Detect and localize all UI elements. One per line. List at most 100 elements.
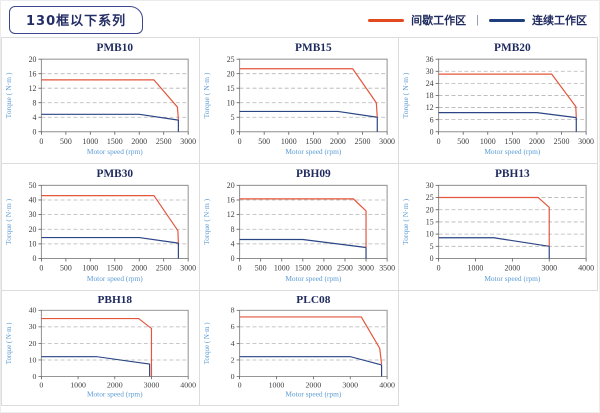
svg-text:0: 0 [33, 127, 37, 136]
svg-text:10: 10 [227, 98, 235, 107]
intermittent-legend-label: 间歇工作区 [411, 14, 467, 27]
svg-text:PMB20: PMB20 [494, 42, 531, 54]
svg-text:15: 15 [227, 84, 235, 93]
svg-text:8: 8 [231, 306, 235, 315]
svg-text:10: 10 [29, 356, 37, 365]
svg-text:Motor speed (rpm): Motor speed (rpm) [87, 147, 143, 156]
svg-text:20: 20 [227, 69, 235, 78]
svg-text:3500: 3500 [379, 264, 395, 273]
chart-grid: PMB10 0 4 8 12 16 20 0 500 1000 1500 2000 2500 3000 Mo… [1, 37, 599, 406]
page-title: 130框以下系列 [26, 14, 127, 29]
svg-text:1000: 1000 [281, 137, 297, 146]
svg-text:2: 2 [231, 356, 235, 365]
svg-text:3000: 3000 [358, 264, 374, 273]
svg-text:Torque ( N·m ): Torque ( N·m ) [202, 198, 211, 245]
header: 130框以下系列 间歇工作区 | 连续工作区 [1, 1, 599, 37]
svg-text:1500: 1500 [305, 137, 321, 146]
svg-text:Motor speed (rpm): Motor speed (rpm) [484, 147, 541, 156]
svg-text:5: 5 [231, 113, 235, 122]
svg-text:500: 500 [457, 137, 469, 146]
svg-text:Motor speed (rpm): Motor speed (rpm) [87, 274, 143, 283]
svg-text:3000: 3000 [578, 137, 594, 146]
chart-pmb15: PMB15 0 5 10 15 20 25 0 500 1000 1500 2000 2500 3000 M… [202, 42, 395, 156]
svg-text:0: 0 [430, 127, 434, 136]
intermittent-line-swatch [368, 18, 405, 22]
svg-text:1000: 1000 [480, 137, 496, 146]
svg-text:PMB10: PMB10 [97, 42, 134, 54]
chart-cell-pmb20: PMB20 0 6 12 18 24 30 36 0 500 1000 1500 2000 2500 300… [399, 37, 598, 164]
svg-text:20: 20 [426, 205, 434, 214]
svg-text:PBH09: PBH09 [296, 168, 331, 180]
chart-pmb20: PMB20 0 6 12 18 24 30 36 0 500 1000 1500 2000 2500 300… [401, 42, 594, 156]
svg-text:2000: 2000 [305, 381, 321, 390]
svg-text:30: 30 [29, 322, 37, 331]
chart-cell-pbh13: PBH13 0 5 10 15 20 25 30 0 1000 2000 3000 4000 Motor … [399, 164, 598, 291]
svg-text:20: 20 [29, 225, 37, 234]
svg-text:36: 36 [426, 55, 434, 64]
svg-text:5: 5 [430, 242, 434, 251]
chart-cell-pmb10: PMB10 0 4 8 12 16 20 0 500 1000 1500 2000 2500 3000 Mo… [1, 37, 200, 164]
svg-text:1500: 1500 [504, 137, 520, 146]
continuous-line-swatch [489, 18, 525, 22]
svg-text:0: 0 [437, 137, 441, 146]
chart-plc08: PLC08 0 2 4 6 8 0 1000 2000 3000 4000 Motor speed (… [203, 294, 396, 398]
svg-text:2000: 2000 [504, 264, 520, 273]
svg-text:2000: 2000 [529, 137, 545, 146]
svg-text:500: 500 [60, 264, 72, 273]
svg-text:Torque ( N·m ): Torque ( N·m ) [203, 322, 211, 364]
svg-text:PMB15: PMB15 [295, 42, 332, 54]
svg-text:4000: 4000 [379, 381, 395, 390]
svg-text:1500: 1500 [107, 137, 123, 146]
svg-text:25: 25 [426, 193, 434, 202]
svg-text:0: 0 [39, 381, 43, 390]
svg-text:16: 16 [29, 69, 37, 78]
svg-text:Motor speed (rpm): Motor speed (rpm) [285, 274, 342, 283]
svg-text:Motor speed (rpm): Motor speed (rpm) [484, 274, 541, 283]
svg-text:25: 25 [227, 55, 235, 64]
svg-text:4000: 4000 [578, 264, 594, 273]
svg-text:10: 10 [29, 239, 37, 248]
svg-text:40: 40 [29, 196, 37, 205]
svg-text:0: 0 [39, 137, 43, 146]
svg-text:6: 6 [231, 323, 235, 332]
svg-text:1000: 1000 [274, 264, 290, 273]
series-title-badge: 130框以下系列 [9, 6, 144, 34]
empty-cell [399, 291, 598, 406]
svg-text:0: 0 [231, 127, 235, 136]
svg-text:2500: 2500 [337, 264, 353, 273]
svg-text:0: 0 [33, 372, 37, 381]
svg-text:4: 4 [231, 239, 235, 248]
svg-text:10: 10 [426, 230, 434, 239]
svg-text:PBH18: PBH18 [98, 294, 133, 306]
svg-text:4: 4 [231, 339, 235, 348]
svg-text:Torque ( N·m ): Torque ( N·m ) [401, 72, 410, 118]
svg-text:2500: 2500 [355, 137, 371, 146]
svg-text:30: 30 [426, 67, 434, 76]
svg-text:2000: 2000 [330, 137, 346, 146]
svg-text:2000: 2000 [316, 264, 332, 273]
svg-text:3000: 3000 [180, 137, 196, 146]
svg-text:4: 4 [33, 113, 37, 122]
svg-text:1500: 1500 [107, 264, 123, 273]
svg-text:1000: 1000 [70, 381, 86, 390]
svg-text:0: 0 [238, 381, 242, 390]
svg-text:0: 0 [33, 254, 37, 263]
svg-text:Torque ( N·m ): Torque ( N·m ) [4, 198, 13, 245]
svg-text:30: 30 [426, 181, 434, 190]
svg-text:0: 0 [231, 254, 235, 263]
svg-text:12: 12 [227, 210, 235, 219]
svg-text:8: 8 [33, 98, 37, 107]
svg-text:1000: 1000 [269, 381, 285, 390]
svg-text:24: 24 [426, 79, 434, 88]
svg-text:40: 40 [29, 306, 37, 315]
svg-text:500: 500 [60, 137, 72, 146]
svg-text:Motor speed (rpm): Motor speed (rpm) [285, 147, 342, 156]
svg-text:2000: 2000 [131, 264, 147, 273]
chart-cell-plc08: PLC08 0 2 4 6 8 0 1000 2000 3000 4000 Motor speed (… [200, 291, 399, 406]
svg-text:2500: 2500 [554, 137, 570, 146]
svg-text:500: 500 [258, 137, 270, 146]
svg-text:Torque ( N·m ): Torque ( N·m ) [5, 322, 13, 364]
svg-text:6: 6 [430, 115, 434, 124]
svg-text:3000: 3000 [180, 264, 196, 273]
